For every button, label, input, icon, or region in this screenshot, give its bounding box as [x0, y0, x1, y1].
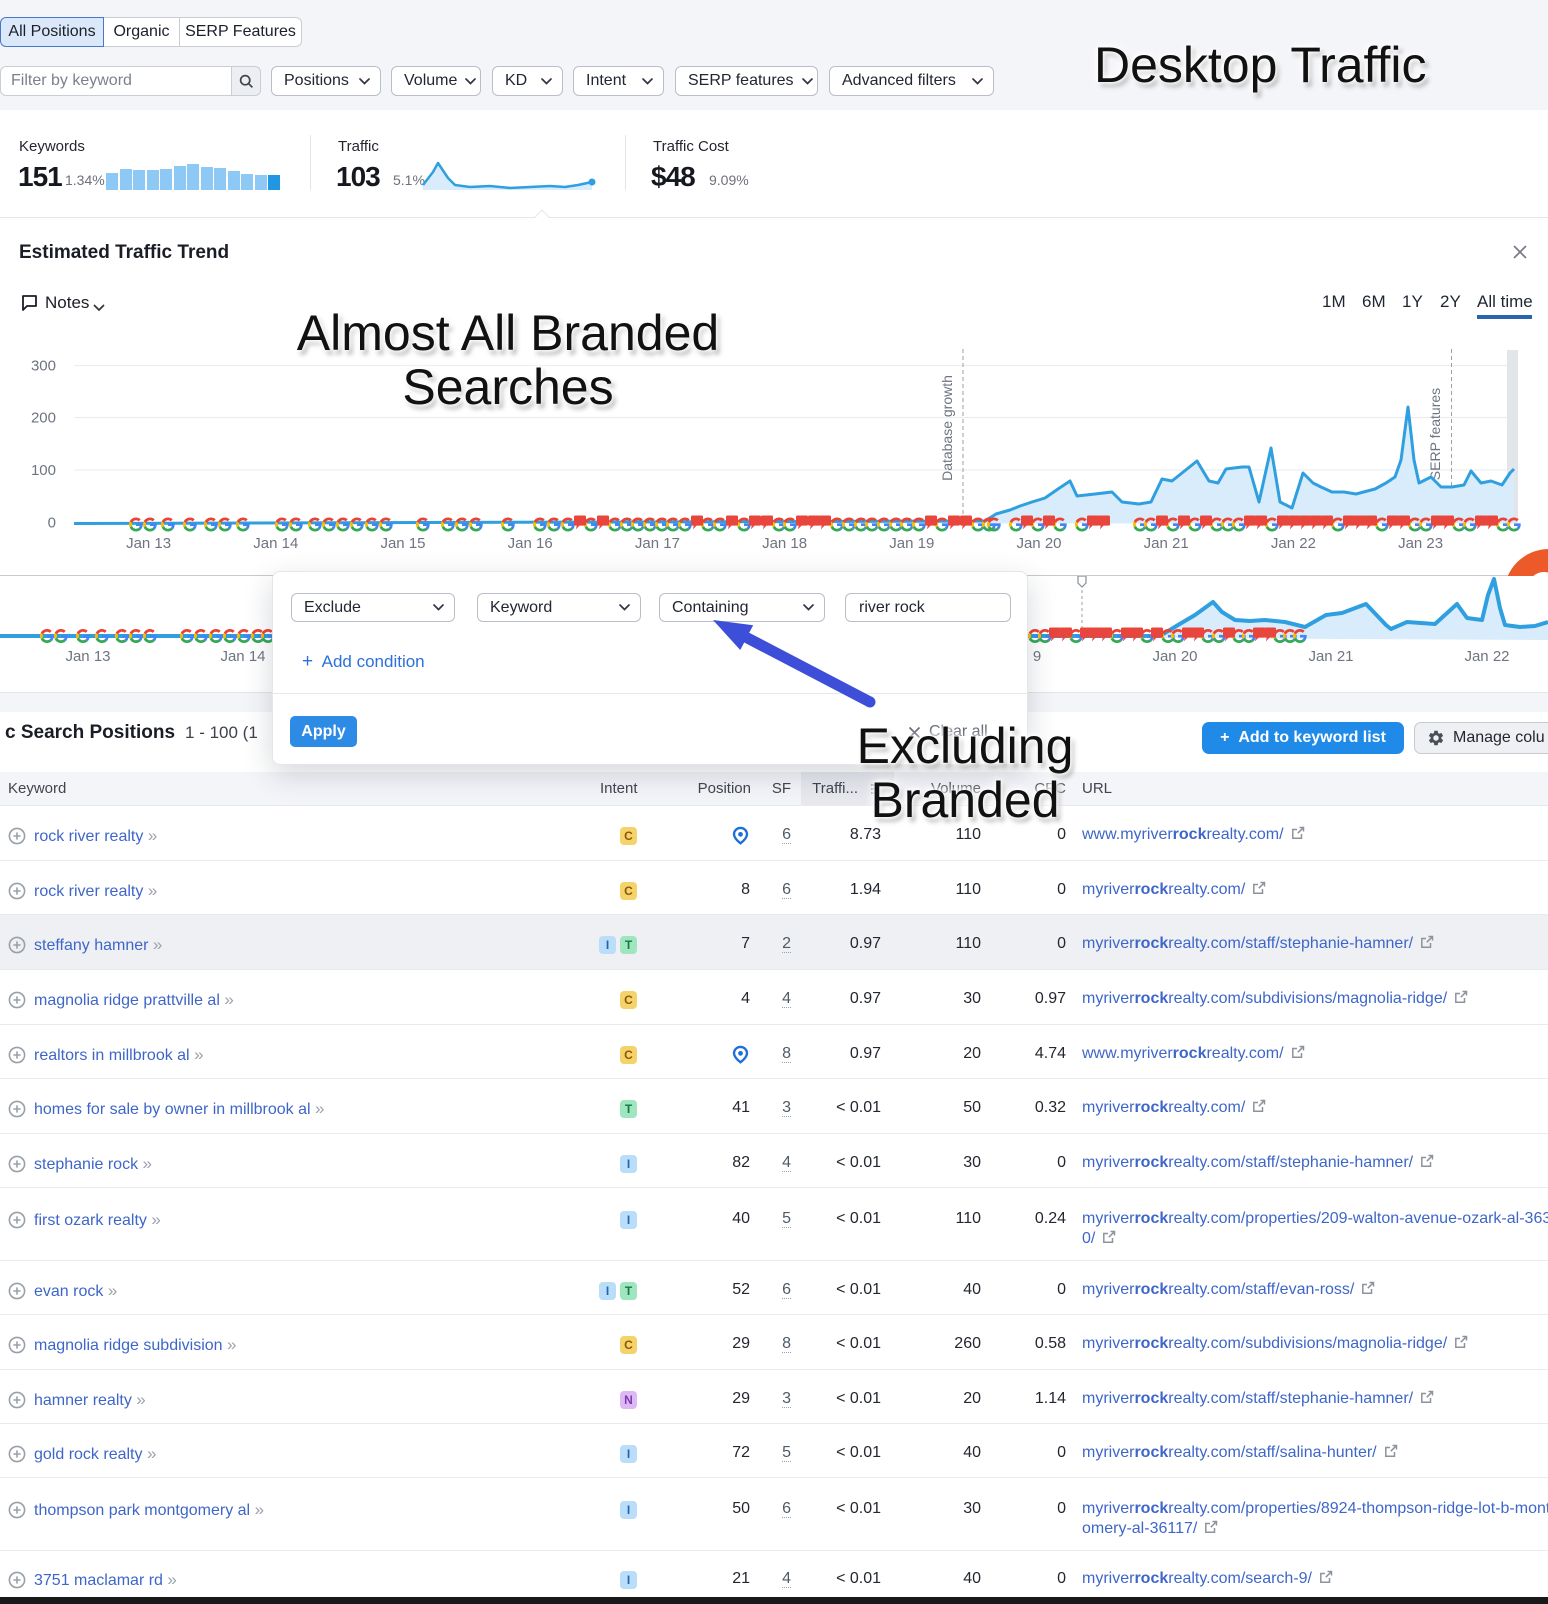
- svg-text:Jan 20: Jan 20: [1152, 648, 1197, 665]
- svg-text:Jan 23: Jan 23: [1398, 535, 1443, 552]
- svg-text:300: 300: [31, 358, 56, 375]
- svg-text:SERP features: SERP features: [1427, 388, 1443, 480]
- svg-text:Jan 15: Jan 15: [380, 535, 425, 552]
- svg-text:Database growth: Database growth: [939, 375, 955, 481]
- svg-text:Jan 20: Jan 20: [1016, 535, 1061, 552]
- svg-text:0: 0: [48, 515, 56, 532]
- svg-text:Jan 14: Jan 14: [220, 648, 265, 665]
- svg-text:9: 9: [1033, 648, 1041, 665]
- svg-text:Jan 13: Jan 13: [65, 648, 110, 665]
- svg-text:Jan 18: Jan 18: [762, 535, 807, 552]
- svg-text:Jan 13: Jan 13: [126, 535, 171, 552]
- svg-text:Jan 17: Jan 17: [635, 535, 680, 552]
- svg-text:Jan 22: Jan 22: [1271, 535, 1316, 552]
- svg-text:Jan 21: Jan 21: [1144, 535, 1189, 552]
- svg-text:Jan 16: Jan 16: [508, 535, 553, 552]
- svg-text:Jan 19: Jan 19: [889, 535, 934, 552]
- svg-text:100: 100: [31, 462, 56, 479]
- svg-text:Jan 22: Jan 22: [1464, 648, 1509, 665]
- svg-text:Jan 14: Jan 14: [253, 535, 298, 552]
- svg-text:Jan 21: Jan 21: [1308, 648, 1353, 665]
- svg-text:200: 200: [31, 410, 56, 427]
